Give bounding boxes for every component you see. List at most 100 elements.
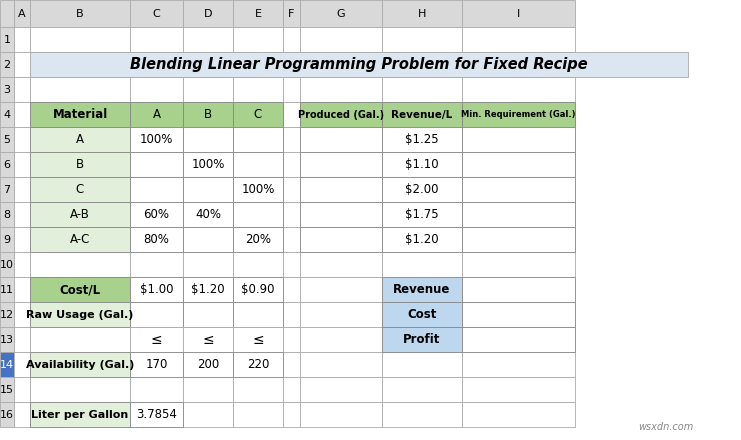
Bar [462,327,575,352]
Text: 3.7854: 3.7854 [136,408,177,421]
Bar [283,302,300,327]
Bar [300,402,382,427]
Bar [183,102,233,127]
Bar [30,52,688,77]
Bar [14,27,30,52]
Bar [183,327,233,352]
Bar [462,202,575,227]
Bar [30,152,130,177]
Text: ≤: ≤ [252,333,264,347]
Bar [30,202,130,227]
Text: $1.20: $1.20 [191,283,225,296]
Text: 8: 8 [4,209,10,220]
Bar [462,277,575,302]
Bar [283,202,300,227]
Bar [14,177,30,202]
Text: 2: 2 [4,59,10,70]
Text: A-B: A-B [70,208,90,221]
Bar [300,152,382,177]
Bar [462,127,575,152]
Bar [462,102,575,127]
Bar [14,352,30,377]
Text: 12: 12 [0,309,14,319]
Text: 100%: 100% [242,183,275,196]
Text: Cost/L: Cost/L [59,283,101,296]
Bar [462,352,575,377]
Text: I: I [517,8,520,18]
Text: 7: 7 [4,184,10,194]
Bar [130,277,183,302]
Bar [130,202,183,227]
Bar [382,252,462,277]
Bar [0,177,14,202]
Bar [130,252,183,277]
Bar [233,102,283,127]
Text: 100%: 100% [140,133,173,146]
Bar [30,177,130,202]
Text: B: B [76,8,84,18]
Bar [130,102,183,127]
Bar [0,402,14,427]
Text: B: B [76,158,84,171]
Bar [14,302,30,327]
Bar [382,277,462,302]
Bar [183,77,233,102]
Text: 60%: 60% [144,208,170,221]
Bar [0,152,14,177]
Bar [300,27,382,52]
Text: H: H [418,8,426,18]
Bar [30,152,130,177]
Text: Material: Material [53,108,107,121]
Text: B: B [204,108,212,121]
Bar [283,0,300,27]
Text: 6: 6 [4,160,10,169]
Text: Min. Requirement (Gal.): Min. Requirement (Gal.) [461,110,576,119]
Bar [462,302,575,327]
Bar [283,27,300,52]
Bar [382,27,462,52]
Bar [130,327,183,352]
Text: ≤: ≤ [202,333,214,347]
Bar [0,277,14,302]
Bar [130,277,183,302]
Bar [382,177,462,202]
Bar [130,302,183,327]
Bar [183,377,233,402]
Bar [382,327,462,352]
Bar [382,177,462,202]
Text: ≤: ≤ [150,333,162,347]
Bar [130,127,183,152]
Bar [183,27,233,52]
Bar [233,77,283,102]
Bar [382,52,462,77]
Bar [300,177,382,202]
Bar [462,52,575,77]
Bar [462,77,575,102]
Text: 1: 1 [4,34,10,44]
Bar [0,202,14,227]
Bar [14,277,30,302]
Text: 100%: 100% [191,158,225,171]
Bar [30,302,130,327]
Bar [233,377,283,402]
Bar [300,152,382,177]
Bar [183,352,233,377]
Bar [233,152,283,177]
Bar [300,377,382,402]
Bar [14,0,30,27]
Bar [233,177,283,202]
Bar [130,177,183,202]
Bar [30,352,130,377]
Text: $1.20: $1.20 [405,233,439,246]
Bar [30,302,130,327]
Bar [382,152,462,177]
Bar [130,0,183,27]
Bar [300,202,382,227]
Text: Raw Usage (Gal.): Raw Usage (Gal.) [27,309,133,319]
Bar [30,77,130,102]
Bar [183,277,233,302]
Bar [382,302,462,327]
Bar [183,152,233,177]
Bar [130,77,183,102]
Bar [0,252,14,277]
